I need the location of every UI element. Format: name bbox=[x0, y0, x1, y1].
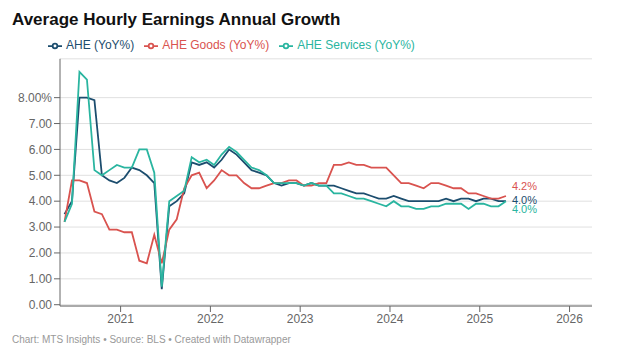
svg-text:2026: 2026 bbox=[556, 312, 583, 326]
svg-text:8.00%: 8.00% bbox=[18, 91, 52, 105]
svg-text:7.00: 7.00 bbox=[29, 117, 53, 131]
html-text:AHE Services (YoY%): AHE Services (YoY%) bbox=[297, 38, 415, 52]
html-text:Average Hourly Earnings Annual: Average Hourly Earnings Annual Growth bbox=[12, 10, 341, 29]
html-text:AHE (YoY%): AHE (YoY%) bbox=[66, 38, 135, 52]
svg-text:2.00: 2.00 bbox=[29, 246, 53, 260]
html-text:AHE Goods (YoY%): AHE Goods (YoY%) bbox=[162, 38, 270, 52]
svg-text:2025: 2025 bbox=[466, 312, 493, 326]
svg-text:3.00: 3.00 bbox=[29, 220, 53, 234]
svg-text:1.00: 1.00 bbox=[29, 272, 53, 286]
svg-text:5.00: 5.00 bbox=[29, 169, 53, 183]
html-text:Chart: MTS Insights • Source:: Chart: MTS Insights • Source: BLS • Crea… bbox=[12, 334, 291, 345]
svg-text:2022: 2022 bbox=[197, 312, 224, 326]
svg-text:0.00: 0.00 bbox=[29, 298, 53, 312]
svg-text:2024: 2024 bbox=[377, 312, 404, 326]
svg-text:2021: 2021 bbox=[107, 312, 134, 326]
svg-text:6.00: 6.00 bbox=[29, 143, 53, 157]
svg-text:4.00: 4.00 bbox=[29, 194, 53, 208]
svg-text:4.0%: 4.0% bbox=[512, 194, 537, 207]
svg-text:2023: 2023 bbox=[287, 312, 314, 326]
svg-text:4.2%: 4.2% bbox=[512, 180, 537, 192]
svg-text:4.0%: 4.0% bbox=[512, 203, 537, 215]
